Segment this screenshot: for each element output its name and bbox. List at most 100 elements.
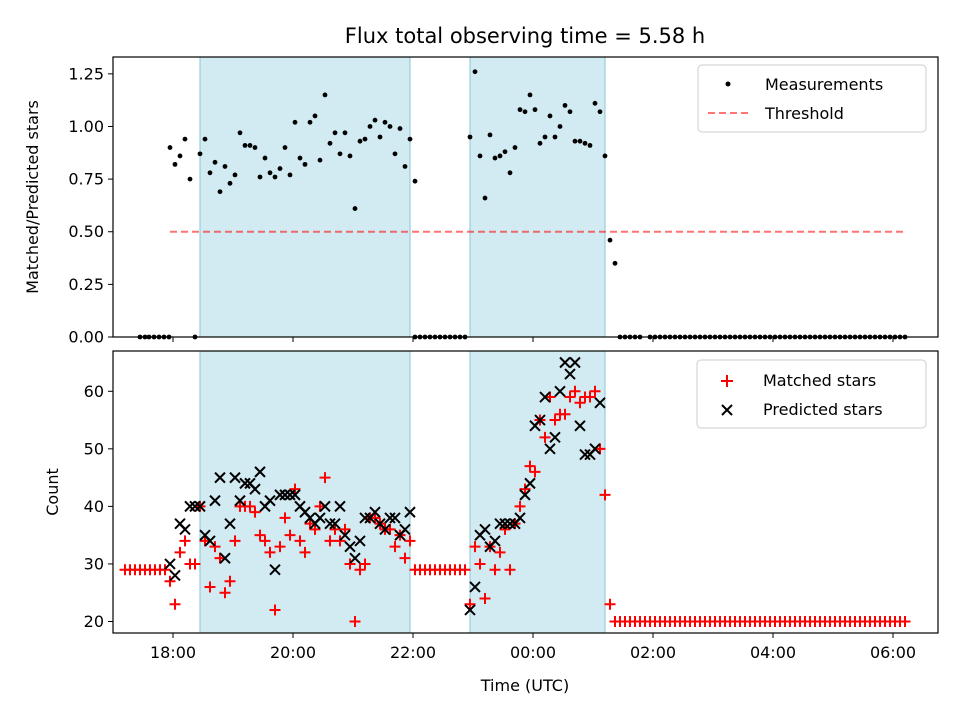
legend-measurements-label: Measurements bbox=[765, 75, 883, 94]
matched-star-point bbox=[524, 460, 536, 472]
matched-star-point bbox=[329, 523, 341, 535]
measurement-point bbox=[287, 172, 293, 178]
predicted-star-point bbox=[249, 483, 261, 495]
predicted-star-point bbox=[544, 443, 556, 455]
predicted-star-point bbox=[489, 535, 501, 547]
matched-star-point bbox=[244, 500, 256, 512]
matched-star-point bbox=[519, 483, 531, 495]
predicted-star-point bbox=[519, 489, 531, 501]
predicted-star-point bbox=[564, 368, 576, 380]
matched-star-point bbox=[479, 592, 491, 604]
predicted-star-point bbox=[329, 517, 341, 530]
measurement-point bbox=[572, 138, 578, 144]
bottom-xtick-label: 06:00 bbox=[870, 643, 916, 662]
measurement-point bbox=[502, 149, 508, 155]
predicted-star-point bbox=[594, 397, 606, 409]
legend-threshold-label: Threshold bbox=[764, 104, 844, 123]
measurement-point bbox=[297, 155, 303, 161]
matched-star-point bbox=[899, 615, 911, 627]
matched-star-point bbox=[249, 506, 261, 518]
matched-star-point bbox=[549, 414, 561, 426]
measurement-point bbox=[267, 170, 273, 176]
measurement-point bbox=[237, 130, 243, 136]
predicted-star-point bbox=[334, 500, 346, 513]
predicted-star-point bbox=[319, 500, 331, 513]
predicted-star-point bbox=[264, 494, 276, 507]
predicted-star-point bbox=[504, 517, 516, 530]
measurement-point bbox=[587, 143, 593, 148]
top-shaded-interval bbox=[470, 57, 605, 337]
matched-star-point bbox=[494, 546, 506, 558]
matched-star-point bbox=[604, 598, 616, 610]
matched-star-point bbox=[404, 535, 416, 547]
matched-star-point bbox=[159, 564, 171, 576]
matched-star-point bbox=[339, 523, 351, 535]
matched-star-point bbox=[529, 466, 541, 478]
matched-star-point bbox=[179, 535, 191, 547]
predicted-star-point bbox=[494, 517, 506, 530]
predicted-star-point bbox=[559, 356, 571, 369]
measurement-point bbox=[172, 161, 178, 167]
predicted-star-point bbox=[164, 558, 176, 570]
matched-star-point bbox=[559, 408, 571, 420]
matched-star-point bbox=[309, 523, 321, 535]
matched-star-point bbox=[299, 546, 311, 558]
bottom-axes-frame bbox=[112, 350, 939, 634]
bottom-ylabel: Count bbox=[43, 468, 62, 516]
measurement-point bbox=[272, 174, 278, 180]
measurement-point bbox=[277, 166, 283, 171]
matched-star-point bbox=[359, 558, 371, 570]
top-ytick-label: 1.00 bbox=[68, 117, 104, 136]
matched-star-point bbox=[504, 564, 516, 576]
matched-star-point bbox=[254, 529, 266, 541]
measurement-point bbox=[592, 100, 598, 106]
measurement-point bbox=[337, 151, 343, 157]
predicted-star-point bbox=[399, 523, 411, 536]
measurement-point bbox=[332, 130, 338, 136]
measurement-point bbox=[607, 237, 613, 243]
bottom-legend: Matched stars Predicted stars bbox=[696, 359, 927, 429]
predicted-star-point bbox=[339, 529, 351, 541]
measurement-point bbox=[392, 151, 398, 157]
bottom-xtick-label: 22:00 bbox=[390, 643, 436, 662]
predicted-star-point bbox=[589, 443, 601, 455]
top-ytick-label: 1.25 bbox=[68, 64, 104, 83]
measurement-point bbox=[492, 155, 498, 161]
measurement-point bbox=[317, 157, 323, 163]
measurement-point bbox=[207, 170, 213, 176]
matched-star-point bbox=[334, 535, 346, 547]
measurement-point bbox=[322, 92, 328, 98]
measurement-point bbox=[357, 138, 363, 144]
predicted-star-point bbox=[184, 500, 196, 513]
predicted-star-point bbox=[209, 494, 221, 507]
bottom-panel: 20 30 40 50 60 18:00 20:00 22:00 00:00 02:00 04:0… bbox=[43, 350, 939, 695]
measurement-point bbox=[582, 140, 588, 146]
matched-star-point bbox=[204, 581, 216, 593]
measurement-point bbox=[507, 170, 513, 176]
measurement-point bbox=[552, 134, 558, 140]
matched-star-point bbox=[169, 598, 181, 610]
measurement-point bbox=[527, 92, 533, 98]
legend-predicted-marker bbox=[721, 404, 733, 416]
predicted-star-point bbox=[239, 477, 251, 490]
predicted-star-point bbox=[534, 414, 546, 426]
measurement-point bbox=[522, 109, 528, 115]
measurement-point bbox=[257, 174, 263, 180]
matched-star-point bbox=[569, 385, 581, 397]
predicted-star-point bbox=[169, 569, 181, 582]
matched-star-point bbox=[174, 546, 186, 558]
measurement-point bbox=[407, 136, 413, 142]
measurement-point bbox=[402, 164, 408, 169]
bot-ytick-label: 30 bbox=[84, 554, 104, 573]
predicted-star-point bbox=[214, 471, 226, 484]
measurement-point bbox=[557, 124, 563, 129]
matched-star-point bbox=[294, 535, 306, 547]
measurement-point bbox=[542, 134, 548, 140]
measurement-point bbox=[547, 113, 553, 119]
measurement-point bbox=[562, 103, 568, 108]
measurement-point bbox=[517, 107, 523, 113]
measurement-point bbox=[312, 113, 318, 119]
predicted-star-point bbox=[549, 431, 561, 444]
top-panel: 0.00 0.25 0.50 0.75 1.00 1.25 Matched/Predict… bbox=[23, 56, 939, 347]
measurement-point bbox=[247, 143, 253, 148]
